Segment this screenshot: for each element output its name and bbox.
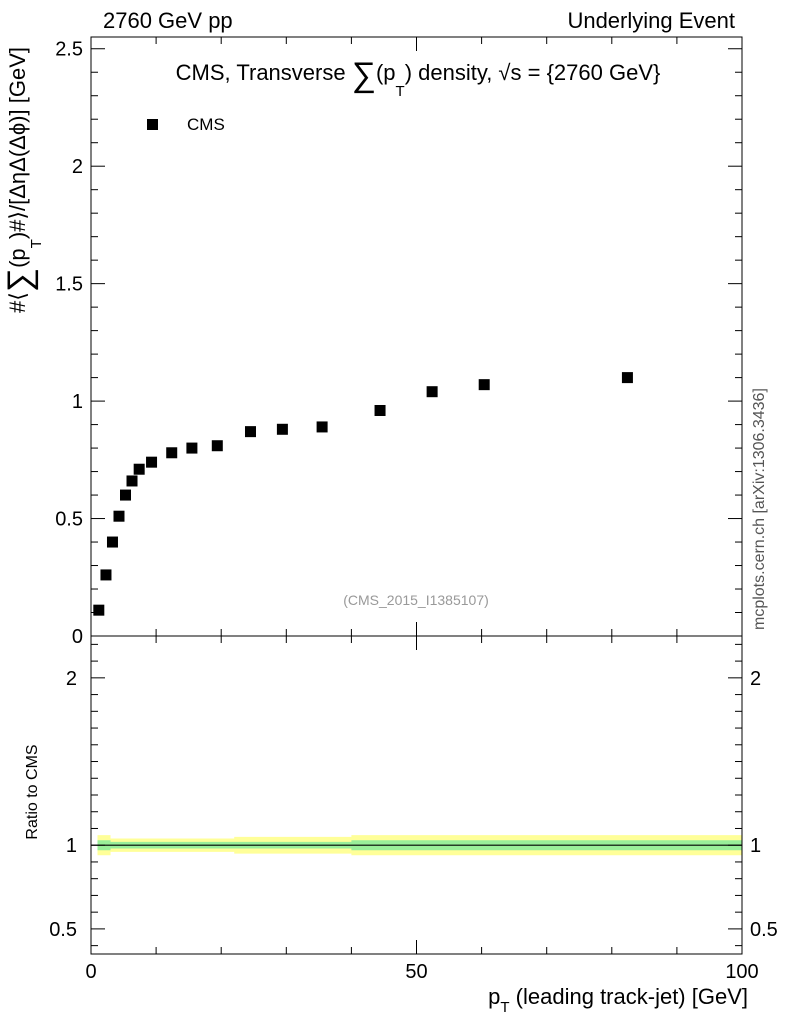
- analysis-annotation: (CMS_2015_I1385107): [343, 592, 489, 608]
- y-tick-label: 1.5: [55, 274, 83, 296]
- ratio-y-tick-label-right: 2: [750, 668, 761, 690]
- data-point: [211, 440, 223, 452]
- chart-title: CMS, Transverse ∑(pT) density, √s = {276…: [176, 56, 661, 100]
- data-point: [426, 386, 438, 398]
- ratio-y-tick-label: 1: [66, 835, 77, 857]
- main-y-tick-labels: 0 0.5 1 1.5 2 2.5: [55, 39, 83, 648]
- legend-label: CMS: [187, 115, 225, 134]
- data-point: [316, 421, 328, 433]
- x-tick-label: 0: [85, 961, 96, 983]
- x-axis-label: pT (leading track-jet) [GeV]: [488, 984, 748, 1016]
- ratio-panel: 0.5 0.5 1 1 2 2 0 50 100 Ratio to CMS pT (leadi…: [24, 635, 778, 1016]
- legend-marker: [147, 119, 158, 130]
- ratio-ticks: [90, 636, 743, 954]
- data-point: [93, 604, 105, 616]
- y-tick-label: 2.5: [55, 39, 83, 61]
- header-left: 2760 GeV pp: [103, 8, 233, 33]
- main-ticks: [90, 37, 743, 637]
- data-point: [244, 426, 256, 438]
- main-y-axis-label: #⟨∑(pT)#⟩/[ΔηΔ(Δϕ)] [GeV]: [1, 47, 45, 313]
- data-point: [621, 372, 633, 384]
- data-point: [374, 404, 386, 416]
- y-tick-label: 0.5: [55, 509, 83, 531]
- main-panel: 0 0.5 1 1.5 2 2.5 CMS, Transverse ∑(pT) densi…: [1, 36, 743, 648]
- x-tick-labels: 0 50 100: [85, 961, 758, 983]
- y-tick-label: 2: [72, 156, 83, 178]
- y-tick-label: 1: [72, 391, 83, 413]
- ratio-frame: [90, 635, 743, 955]
- header-right: Underlying Event: [567, 8, 735, 33]
- ratio-y-tick-label: 0.5: [49, 919, 77, 941]
- x-tick-label: 100: [725, 961, 758, 983]
- data-point: [166, 447, 178, 459]
- data-point: [106, 536, 118, 548]
- data-point: [120, 489, 132, 501]
- data-point: [126, 475, 138, 487]
- ratio-y-tick-labels: 0.5 0.5 1 1 2 2: [49, 668, 778, 941]
- x-tick-label: 50: [405, 961, 427, 983]
- data-point: [100, 569, 112, 581]
- data-point: [133, 463, 145, 475]
- main-data-points: [93, 372, 633, 616]
- ratio-y-tick-label-right: 1: [750, 835, 761, 857]
- data-point: [186, 442, 198, 454]
- ratio-y-tick-label: 2: [66, 668, 77, 690]
- side-label: mcplots.cern.ch [arXiv:1306.3436]: [751, 388, 768, 630]
- y-tick-label: 0: [72, 626, 83, 648]
- ratio-y-tick-label-right: 0.5: [750, 919, 778, 941]
- ratio-y-axis-label: Ratio to CMS: [24, 744, 41, 839]
- data-point: [478, 379, 490, 391]
- data-point: [146, 456, 158, 468]
- data-point: [276, 423, 288, 435]
- data-point: [113, 510, 125, 522]
